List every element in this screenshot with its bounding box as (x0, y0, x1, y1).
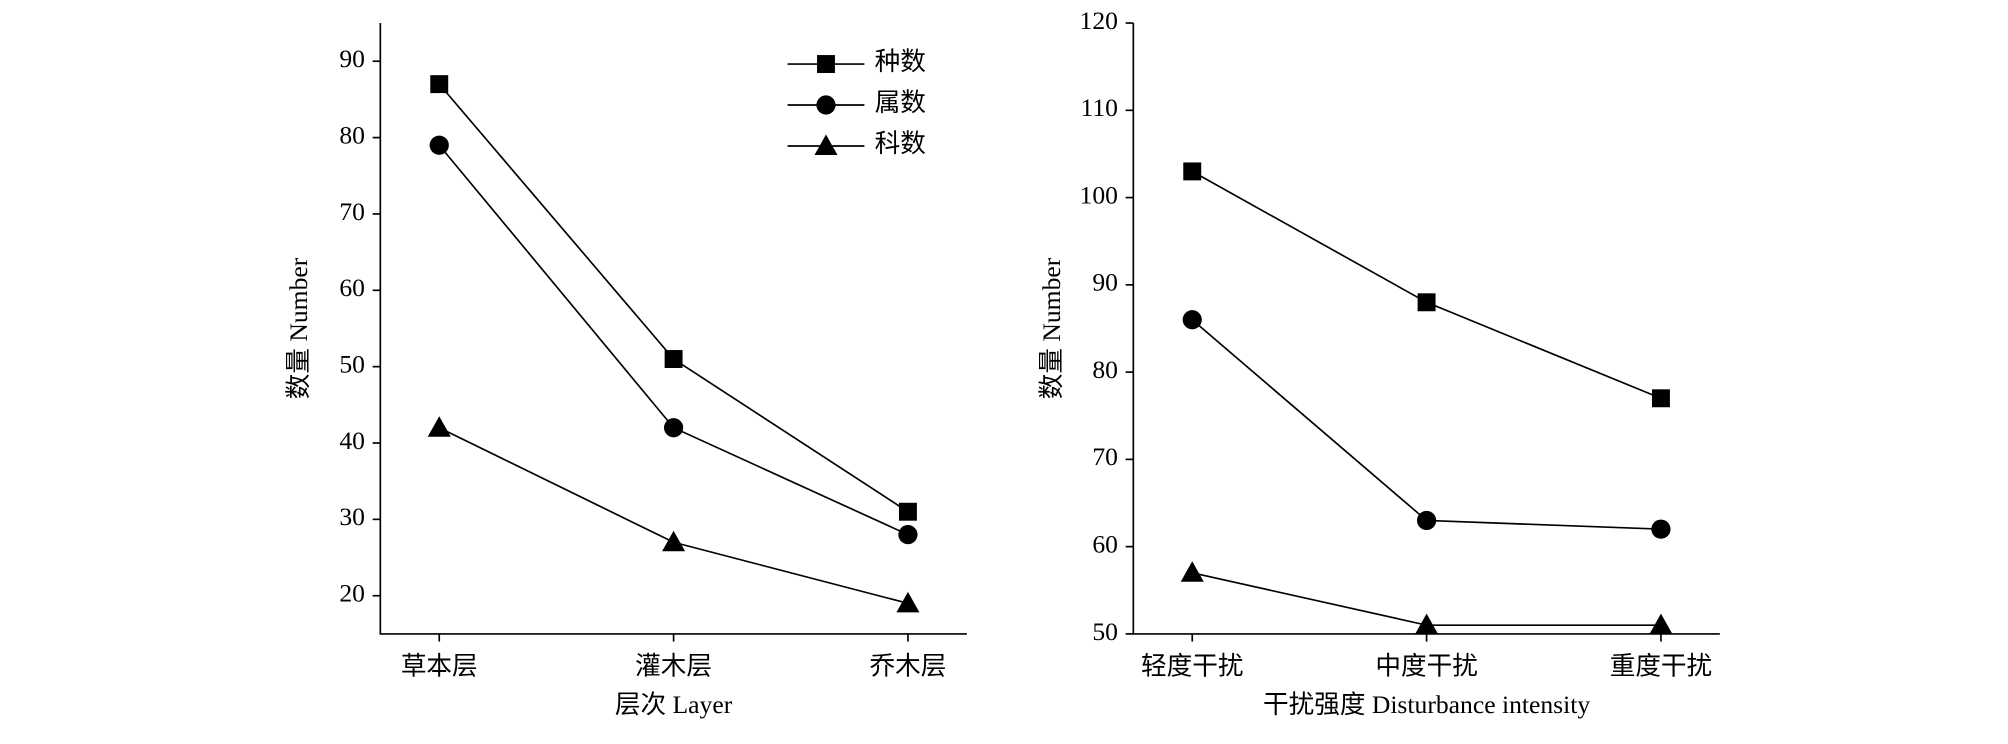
x-tick-label: 乔木层 (870, 651, 947, 680)
marker-triangle (1649, 613, 1673, 635)
y-tick-label: 120 (1080, 6, 1118, 35)
marker-triangle (1180, 561, 1204, 582)
x-tick-label: 灌木层 (635, 651, 712, 680)
marker-square (1183, 162, 1202, 181)
x-axis-label: 干扰强度 Disturbance intensity (1263, 690, 1590, 719)
series-line (438, 426, 909, 605)
marker-circle (1182, 310, 1202, 330)
y-tick-label: 30 (339, 502, 365, 531)
marker-triangle (896, 591, 920, 613)
y-tick-label: 90 (1092, 268, 1118, 297)
y-axis-label: 数量 Number (284, 257, 313, 399)
y-tick-label: 50 (1092, 617, 1118, 646)
marker-circle (1416, 510, 1437, 531)
series-line (438, 83, 909, 513)
legend-label: 属数 (875, 88, 926, 117)
axes (379, 23, 967, 635)
legend-label: 科数 (875, 129, 926, 158)
marker-triangle (662, 530, 686, 552)
x-tick-label: 草本层 (401, 651, 478, 680)
series-line (1191, 319, 1661, 531)
y-axis-label: 数量 Number (1037, 257, 1066, 399)
y-tick-label: 70 (1092, 442, 1118, 471)
marker-circle (1651, 519, 1671, 539)
marker-circle (429, 135, 449, 155)
marker-square (817, 55, 835, 73)
y-tick-label: 50 (339, 350, 365, 379)
marker-circle (898, 525, 918, 545)
x-tick-label: 中度干扰 (1375, 651, 1477, 680)
series-line (1191, 170, 1662, 400)
marker-triangle (427, 416, 451, 437)
y-tick-label: 100 (1080, 180, 1118, 209)
marker-circle (816, 95, 836, 115)
marker-square (1417, 293, 1436, 312)
marker-square (430, 75, 449, 94)
y-tick-label: 20 (339, 579, 365, 608)
marker-circle (663, 418, 684, 438)
marker-triangle (814, 134, 838, 155)
legend-label: 种数 (875, 47, 926, 76)
y-tick-label: 70 (339, 197, 365, 226)
marker-triangle (1415, 613, 1439, 635)
x-tick-label: 轻度干扰 (1141, 651, 1243, 680)
y-tick-label: 60 (1092, 530, 1118, 559)
marker-square (1651, 389, 1670, 408)
axes (1132, 23, 1720, 635)
marker-square (898, 502, 917, 521)
series-line (438, 144, 909, 536)
x-axis-label: 层次 Layer (615, 690, 733, 719)
marker-square (664, 350, 683, 368)
y-tick-label: 40 (339, 426, 365, 455)
y-tick-label: 80 (1092, 355, 1118, 384)
y-tick-label: 60 (339, 273, 365, 302)
y-tick-label: 90 (339, 44, 365, 73)
y-tick-label: 80 (339, 120, 365, 149)
x-tick-label: 重度干扰 (1610, 651, 1712, 680)
y-tick-label: 110 (1080, 93, 1117, 122)
